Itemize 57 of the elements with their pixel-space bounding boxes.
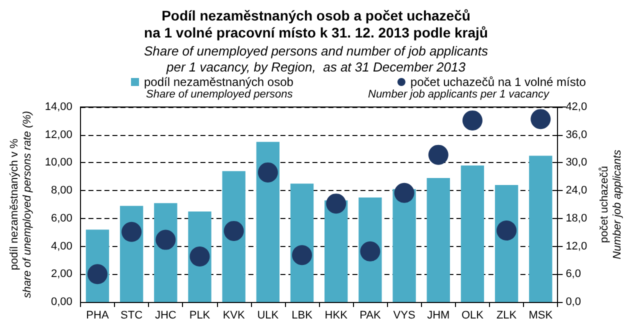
y2-tick-label: 18,0 — [566, 212, 588, 224]
x-tick-label: LBK — [292, 310, 314, 322]
y2-tick-label: 30,0 — [566, 156, 588, 169]
point — [258, 162, 278, 182]
x-tick-label: JHM — [427, 310, 450, 322]
y-tick-label: 14,00 — [44, 101, 72, 113]
point — [156, 230, 176, 250]
legend-label: podíl nezaměstnaných osob — [144, 75, 294, 89]
bar — [426, 178, 450, 302]
point — [326, 194, 346, 214]
point — [530, 109, 551, 130]
y-tick-label: 12,00 — [44, 128, 72, 141]
y-tick-label: 6,00 — [51, 212, 72, 224]
x-tick-label: KVK — [222, 310, 246, 322]
y-tick-label: 0,00 — [51, 296, 72, 308]
point — [224, 220, 244, 241]
x-tick-label: MSK — [528, 310, 554, 322]
x-tick-label: HKK — [324, 310, 348, 322]
x-tick-label: PAK — [360, 310, 382, 322]
chart-title: Podíl nezaměstnaných osob a počet uchazečů na 1 volné pracovní místo k 31. 12. 2013 podle krajů — [144, 8, 488, 40]
point — [292, 245, 312, 266]
y-tick-label: 8,00 — [51, 184, 72, 197]
y-tick-label: 4,00 — [51, 240, 72, 252]
y-axis-title: podíl nezaměstnaných v % share of unemployed persons rate (%) — [8, 110, 34, 298]
x-tick-label: PHA — [86, 310, 110, 322]
bar — [256, 142, 280, 302]
x-tick-label: VYS — [393, 310, 416, 322]
text: Share of unemployed persons — [146, 88, 294, 100]
point — [190, 246, 210, 266]
y2-tick-label: 12,0 — [566, 240, 588, 252]
point — [360, 241, 380, 262]
y2-tick-label: 6,0 — [566, 268, 581, 280]
y2-tick-label: 36,0 — [566, 128, 588, 141]
x-tick-label: JHC — [154, 310, 176, 322]
y2-tick-label: 0,0 — [566, 296, 581, 308]
x-tick-label: ZLK — [496, 310, 518, 322]
bar — [529, 156, 552, 302]
point — [496, 220, 517, 240]
y2-tick-label: 42,0 — [566, 101, 588, 113]
x-tick-label: OLK — [461, 310, 484, 322]
chart-subtitle: Share of unemployed persons and number of job applicants per 1 vacancy, by Region, as at 31 December 2013 — [144, 44, 488, 74]
y2-axis-title: počet uchazečů Number job applicants — [598, 149, 624, 260]
y-tick-label: 10,00 — [44, 156, 72, 169]
x-tick-label: ULK — [257, 310, 280, 322]
point — [394, 182, 414, 203]
text: Number job applicants per 1 vacancy — [368, 88, 550, 100]
y-tick-label: 2,00 — [51, 268, 72, 280]
point — [428, 144, 448, 165]
bar — [392, 189, 416, 302]
x-tick-label: PLK — [189, 310, 211, 322]
x-tick-label: STC — [120, 310, 143, 322]
point — [462, 110, 482, 130]
legend-label: počet uchazečů na 1 volné místo — [410, 75, 586, 89]
y2-tick-label: 24,0 — [566, 184, 588, 197]
bar — [460, 166, 484, 302]
bar — [324, 200, 348, 302]
point — [122, 222, 142, 242]
